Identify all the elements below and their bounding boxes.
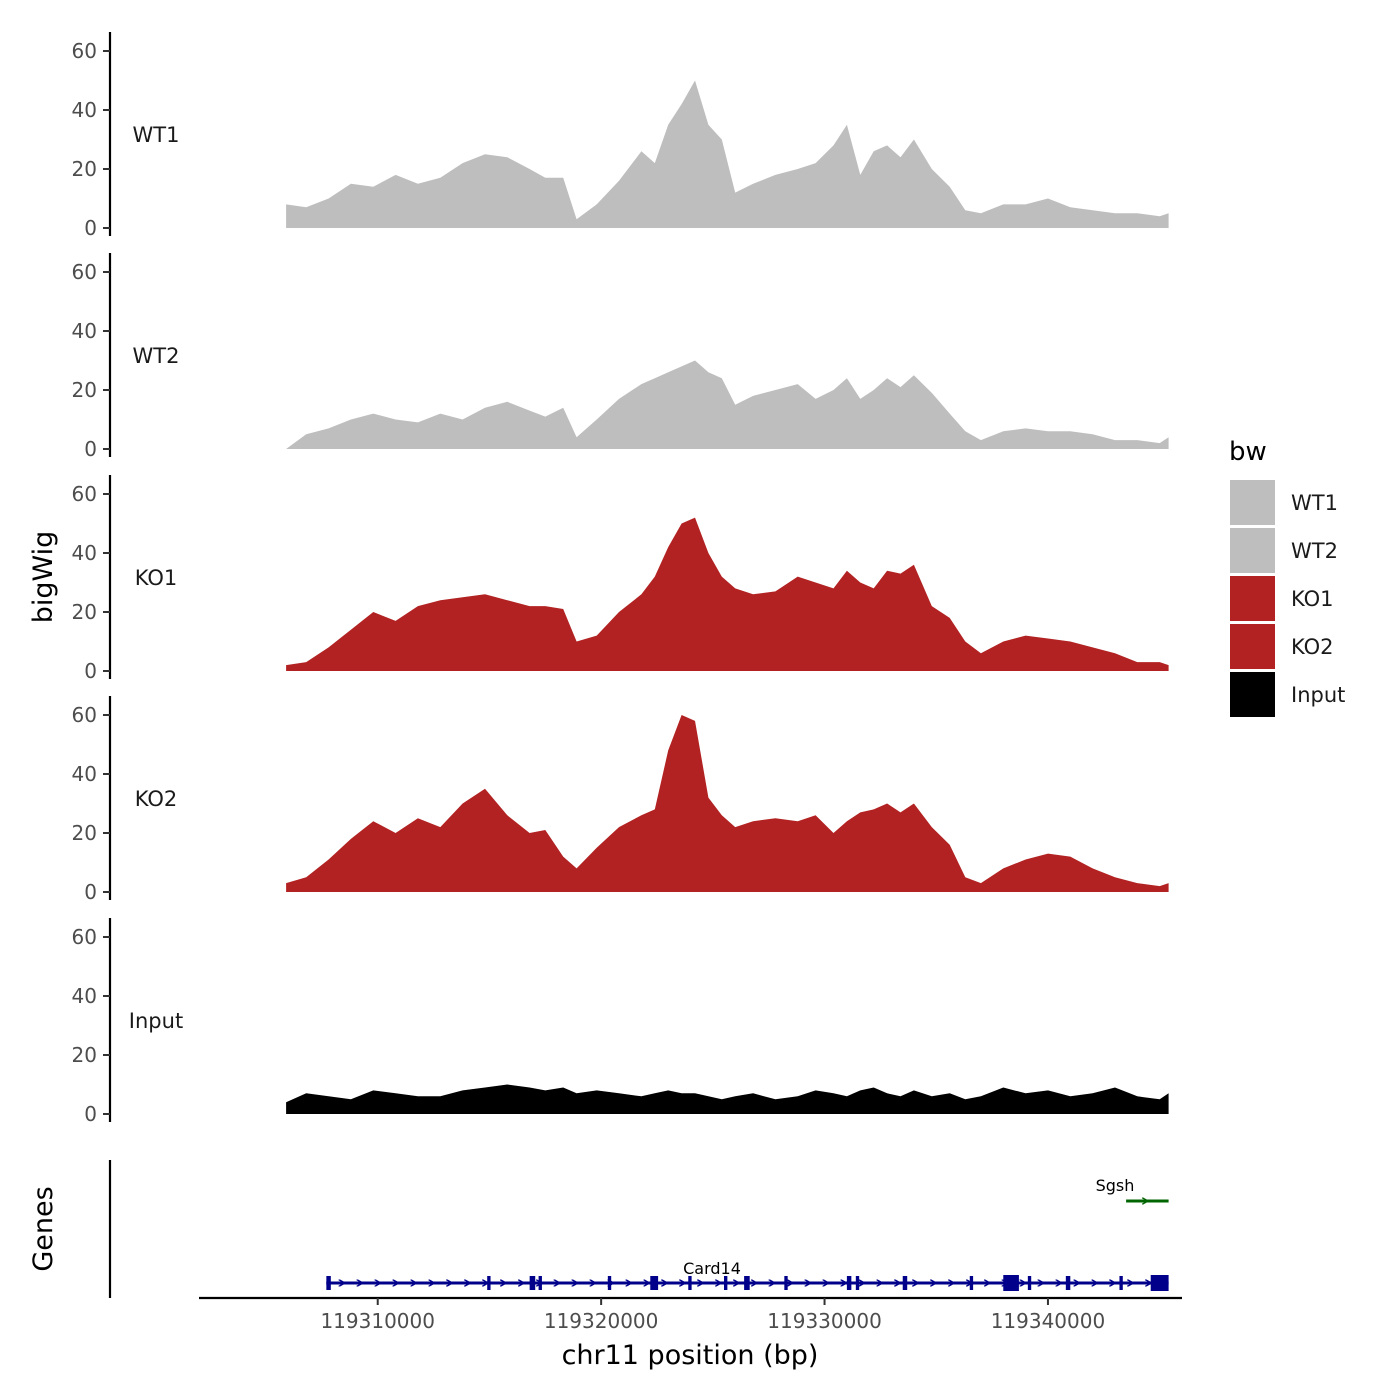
legend-label-ko1: KO1 — [1291, 587, 1334, 611]
legend-label-input: Input — [1291, 683, 1345, 707]
exon-box — [607, 1276, 612, 1290]
y-ticks-ko2: 0 20 40 60 — [72, 703, 110, 904]
y-tick-label: 0 — [84, 1102, 97, 1126]
x-tick-label: 119310000 — [320, 1309, 435, 1333]
legend-swatch-input — [1230, 672, 1275, 717]
legend-entry-ko1: KO1 — [1230, 576, 1334, 621]
y-tick-label: 20 — [72, 600, 97, 624]
genes-axis-title: Genes — [28, 1186, 59, 1271]
y-ticks-ko1: 0 20 40 60 — [72, 482, 110, 683]
y-tick-label: 60 — [72, 260, 97, 284]
y-tick-label: 20 — [72, 821, 97, 845]
exon-box — [326, 1276, 331, 1290]
gene-exons-card14 — [326, 1275, 1169, 1291]
track-panel-wt1: WT1 0 20 40 60 — [72, 32, 1169, 240]
coverage-area-ko2 — [286, 715, 1169, 892]
track-label-ko1: KO1 — [135, 566, 178, 590]
y-tick-label: 40 — [72, 762, 97, 786]
x-axis-title: chr11 position (bp) — [562, 1340, 819, 1371]
exon-box — [650, 1276, 659, 1290]
legend-label-wt2: WT2 — [1291, 539, 1338, 563]
legend-entry-input: Input — [1230, 672, 1345, 717]
legend-label-wt1: WT1 — [1291, 491, 1338, 515]
exon-box — [902, 1276, 908, 1290]
exon-box — [846, 1276, 852, 1290]
legend-title: bw — [1229, 437, 1267, 467]
exon-box — [1003, 1275, 1019, 1291]
exon-box — [1150, 1275, 1169, 1291]
y-tick-label: 0 — [84, 216, 97, 240]
legend: bw WT1 WT2 KO1 KO2 Input — [1229, 437, 1345, 717]
exon-box — [855, 1276, 860, 1290]
track-label-ko2: KO2 — [135, 787, 178, 811]
exon-box — [1119, 1276, 1123, 1290]
y-tick-label: 40 — [72, 541, 97, 565]
track-label-input: Input — [129, 1009, 183, 1033]
y-tick-label: 0 — [84, 880, 97, 904]
y-tick-label: 0 — [84, 659, 97, 683]
y-tick-label: 20 — [72, 378, 97, 402]
y-axis-title: bigWig — [28, 531, 59, 624]
genes-panel: Genes Card14 Sgsh 119310000 119320000 1193… — [28, 1160, 1182, 1371]
exon-box — [1027, 1276, 1032, 1290]
y-tick-label: 0 — [84, 437, 97, 461]
coverage-area-input — [286, 1084, 1169, 1114]
track-panel-ko2: KO2 0 20 40 60 — [72, 696, 1169, 904]
track-label-wt1: WT1 — [133, 123, 180, 147]
exon-box — [538, 1276, 542, 1290]
legend-entry-wt2: WT2 — [1230, 528, 1338, 573]
legend-entry-ko2: KO2 — [1230, 624, 1334, 669]
exon-box — [784, 1276, 788, 1290]
x-tick-label: 119340000 — [991, 1309, 1106, 1333]
y-tick-label: 60 — [72, 925, 97, 949]
y-ticks-wt2: 0 20 40 60 — [72, 260, 110, 461]
exon-box — [487, 1276, 491, 1290]
gene-label-sgsh: Sgsh — [1096, 1176, 1135, 1195]
legend-entry-wt1: WT1 — [1230, 480, 1338, 525]
track-label-wt2: WT2 — [133, 344, 180, 368]
exon-box — [1065, 1276, 1071, 1290]
y-tick-label: 60 — [72, 703, 97, 727]
y-tick-label: 40 — [72, 984, 97, 1008]
y-tick-label: 40 — [72, 98, 97, 122]
x-ticks: 119310000 119320000 119330000 119340000 — [320, 1298, 1105, 1333]
y-ticks-input: 0 20 40 60 — [72, 925, 110, 1126]
x-tick-label: 119330000 — [767, 1309, 882, 1333]
coverage-area-wt2 — [286, 360, 1169, 449]
gene-label-card14: Card14 — [683, 1259, 741, 1278]
exon-box — [744, 1276, 750, 1290]
legend-label-ko2: KO2 — [1291, 635, 1334, 659]
exon-box — [724, 1276, 728, 1290]
y-tick-label: 60 — [72, 482, 97, 506]
exon-box — [529, 1276, 536, 1290]
y-tick-label: 60 — [72, 39, 97, 63]
y-ticks-wt1: 0 20 40 60 — [72, 39, 110, 240]
y-tick-label: 20 — [72, 1043, 97, 1067]
legend-swatch-ko1 — [1230, 576, 1275, 621]
legend-swatch-wt2 — [1230, 528, 1275, 573]
track-panel-ko1: KO1 0 20 40 60 — [72, 475, 1169, 683]
gene-sgsh: Sgsh — [1096, 1176, 1169, 1201]
x-tick-label: 119320000 — [544, 1309, 659, 1333]
coverage-area-wt1 — [286, 80, 1169, 228]
exon-box — [688, 1276, 692, 1290]
legend-swatch-wt1 — [1230, 480, 1275, 525]
track-panel-wt2: WT2 0 20 40 60 — [72, 253, 1169, 461]
coverage-area-ko1 — [286, 517, 1169, 671]
legend-swatch-ko2 — [1230, 624, 1275, 669]
exon-box — [969, 1276, 974, 1290]
y-tick-label: 40 — [72, 319, 97, 343]
track-panel-input: Input 0 20 40 60 — [72, 918, 1169, 1126]
gene-card14: Card14 — [326, 1259, 1169, 1291]
y-tick-label: 20 — [72, 157, 97, 181]
